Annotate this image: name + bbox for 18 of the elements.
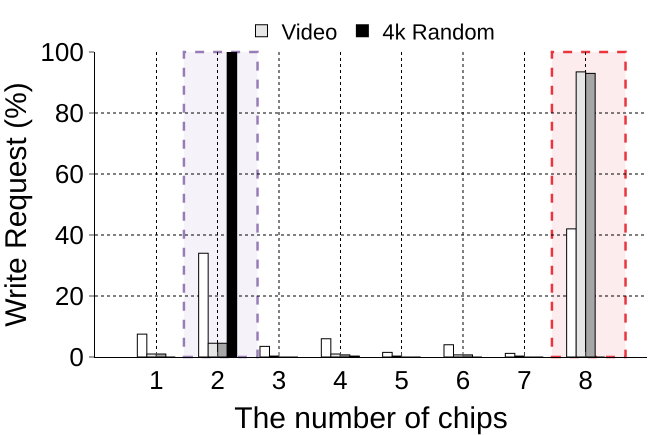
y-tick-label: 100 — [40, 37, 84, 68]
x-tick-label: 2 — [210, 365, 225, 396]
legend-label: Video — [282, 19, 338, 44]
y-axis-title: Write Request (%) — [0, 82, 33, 327]
x-tick-label: 6 — [456, 365, 470, 396]
x-tick-label: 7 — [517, 365, 532, 396]
x-axis-title: The number of chips — [234, 402, 508, 435]
x-tick-label: 4 — [333, 365, 348, 396]
y-tick-label: 20 — [54, 281, 84, 312]
x-tick-label: 8 — [578, 365, 593, 396]
y-tick-label: 0 — [69, 342, 84, 372]
x-tick-label: 3 — [272, 365, 286, 396]
x-tick-label: 1 — [149, 365, 164, 396]
y-tick-label: 40 — [54, 220, 84, 250]
y-tick-label: 60 — [54, 159, 84, 190]
legend-label: 4k Random — [382, 19, 495, 44]
y-tick-label: 80 — [54, 98, 84, 128]
x-tick-label: 5 — [394, 365, 409, 396]
